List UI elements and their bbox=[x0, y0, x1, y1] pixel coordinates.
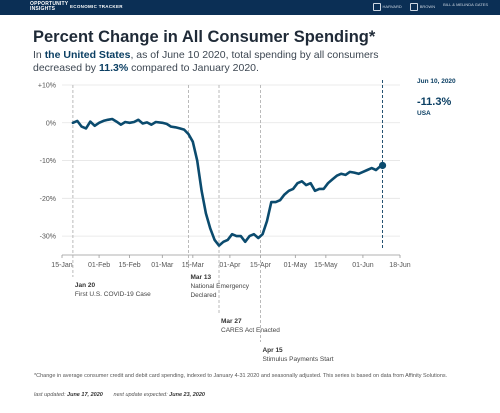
event-date-label: Mar 27 bbox=[221, 318, 242, 325]
x-tick-label: 01-May bbox=[284, 262, 308, 269]
x-tick-label: 15-May bbox=[314, 262, 338, 269]
latest-value-panel: Jun 10, 2020 -11.3% USA bbox=[417, 78, 456, 117]
event-desc-label: Declared bbox=[190, 292, 216, 299]
x-tick-label: 01-Feb bbox=[88, 262, 110, 269]
partner-brown[interactable]: BROWN bbox=[409, 3, 436, 11]
crest-icon bbox=[409, 3, 418, 11]
subtitle-location: the United States bbox=[44, 49, 131, 61]
subtitle-mid: , as of June 10 2020, total spending by … bbox=[33, 49, 379, 74]
page-subtitle: In the United States, as of June 10 2020… bbox=[33, 49, 393, 75]
shield-icon bbox=[372, 3, 381, 11]
partner-label: BROWN bbox=[419, 4, 436, 10]
partner-label: BILL & MELINDA GATES bbox=[443, 2, 488, 7]
latest-data-point bbox=[378, 161, 387, 170]
event-date-label: Jan 20 bbox=[75, 282, 96, 289]
page-title: Percent Change in All Consumer Spending* bbox=[33, 28, 376, 46]
subtitle-post: compared to January 2020. bbox=[128, 62, 259, 74]
x-tick-label: 15-Jan bbox=[51, 262, 73, 269]
subtitle-value: 11.3% bbox=[98, 62, 129, 74]
spending-series-line bbox=[71, 117, 384, 247]
event-desc-label: National Emergency bbox=[190, 283, 249, 290]
event-date-label: Mar 13 bbox=[190, 274, 211, 281]
x-tick-label: 15-Mar bbox=[182, 262, 205, 269]
x-tick-label: 15-Feb bbox=[119, 262, 141, 269]
next-update-label: next update expected: bbox=[113, 392, 168, 398]
event-desc-label: CARES Act Enacted bbox=[221, 327, 280, 334]
x-tick-label: 18-Jun bbox=[389, 262, 411, 269]
x-tick-label: 01-Mar bbox=[151, 262, 174, 269]
next-update-value: June 23, 2020 bbox=[169, 392, 205, 398]
top-bar: OPPORTUNITY INSIGHTS ECONOMIC TRACKER HA… bbox=[0, 0, 500, 15]
y-tick-label: +10% bbox=[38, 83, 56, 90]
event-desc-label: First U.S. COVID-19 Case bbox=[75, 291, 151, 298]
event-date-label: Apr 15 bbox=[262, 347, 283, 354]
brand-line-2: INSIGHTS bbox=[30, 6, 56, 12]
y-tick-label: 0% bbox=[46, 120, 56, 127]
footnote: *Change in average consumer credit and d… bbox=[34, 373, 448, 379]
subtitle-pre: In bbox=[33, 49, 45, 61]
y-tick-label: -20% bbox=[40, 196, 56, 203]
latest-value: -11.3% bbox=[417, 96, 452, 108]
brand-line-1: OPPORTUNITY bbox=[30, 1, 69, 7]
brand-logo[interactable]: OPPORTUNITY INSIGHTS bbox=[30, 2, 68, 12]
last-updated-value: June 17, 2020 bbox=[67, 392, 103, 398]
latest-date: Jun 10, 2020 bbox=[417, 78, 456, 85]
update-info: last updated: June 17, 2020 next update … bbox=[34, 392, 205, 398]
y-tick-label: -10% bbox=[40, 158, 56, 165]
x-tick-label: 01-Jun bbox=[352, 262, 374, 269]
event-desc-label: Stimulus Payments Start bbox=[262, 356, 333, 363]
tracker-name: ECONOMIC TRACKER bbox=[70, 4, 123, 9]
partner-gates[interactable]: BILL & MELINDA GATES bbox=[443, 3, 488, 11]
x-tick-label: 01-Apr bbox=[219, 262, 241, 269]
latest-location: USA bbox=[417, 110, 431, 117]
y-tick-label: -30% bbox=[40, 234, 56, 241]
partner-logos: HARVARD BROWN BILL & MELINDA GATES bbox=[372, 3, 488, 11]
partner-label: HARVARD bbox=[382, 4, 402, 10]
partner-harvard[interactable]: HARVARD bbox=[372, 3, 402, 11]
last-updated-label: last updated: bbox=[34, 392, 66, 398]
